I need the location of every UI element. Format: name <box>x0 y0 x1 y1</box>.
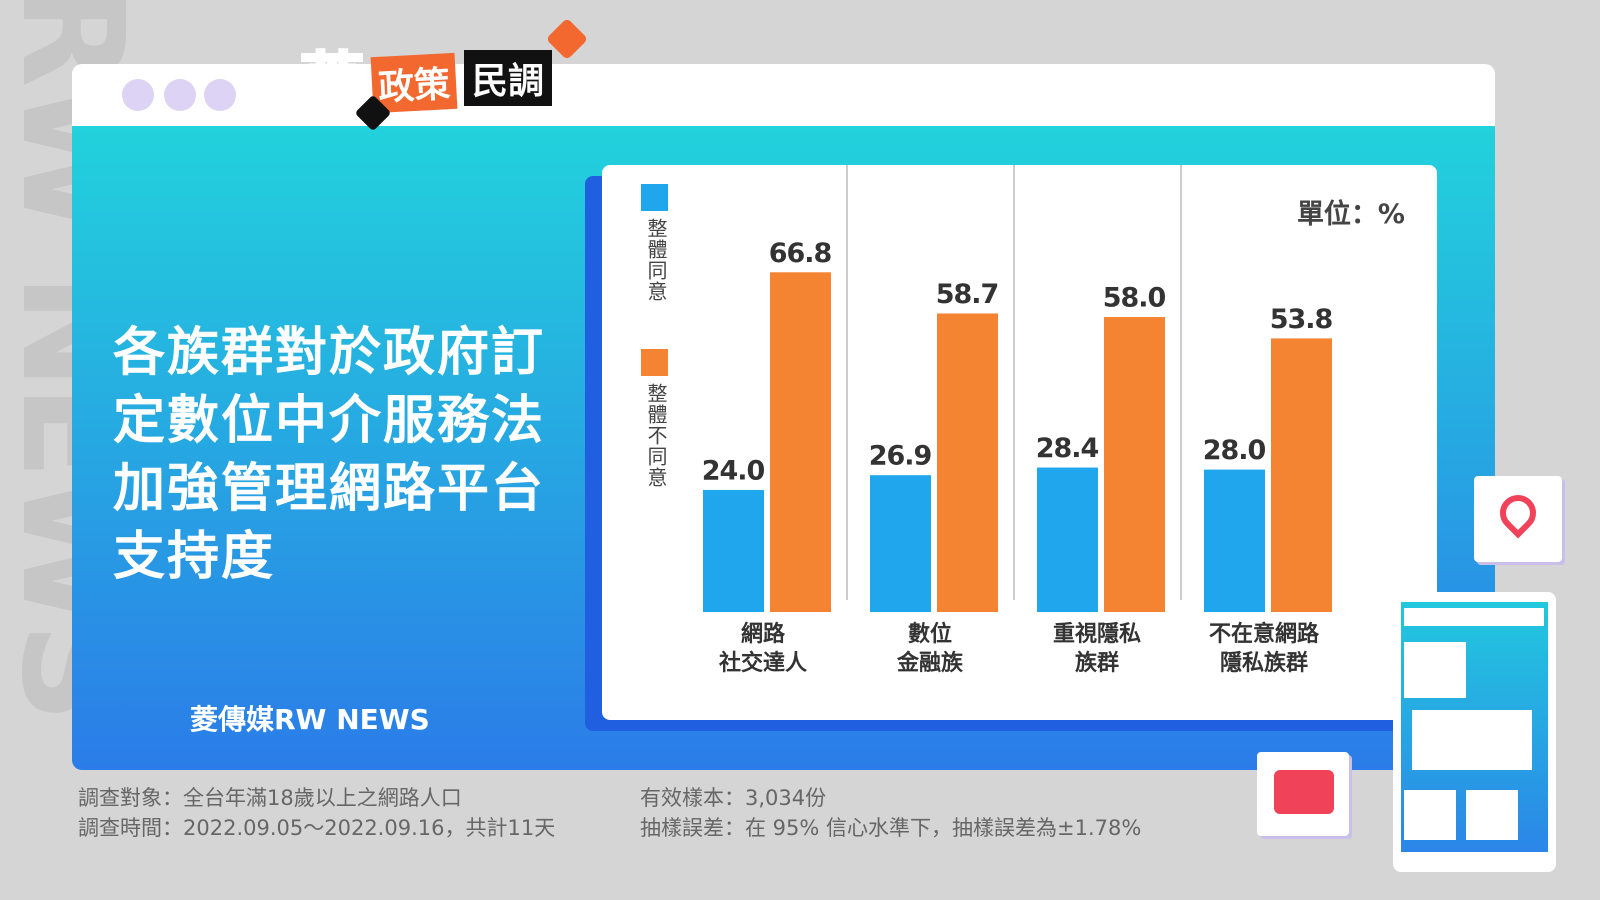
bar <box>870 475 931 612</box>
tile <box>1404 790 1456 840</box>
dot <box>204 79 236 111</box>
x-tick-label: 數位 金融族 <box>896 622 963 676</box>
image-card <box>1412 710 1532 770</box>
x-tick-label: 重視隱私 族群 <box>1052 622 1141 676</box>
play-icon <box>1274 770 1334 814</box>
note: 有效樣本：3,034份 <box>640 786 827 810</box>
avatar-card <box>1404 642 1466 698</box>
note: 抽樣誤差：在 95% 信心水準下，抽樣誤差為±1.78% <box>640 816 1142 840</box>
brand: 菱 <box>299 46 366 123</box>
dot <box>164 79 196 111</box>
legend-label: 整體同意 <box>644 218 668 302</box>
bar <box>937 313 998 612</box>
title: 定數位中介服務法 <box>113 391 546 451</box>
value-label: 28.0 <box>1203 435 1266 466</box>
bar <box>1104 317 1165 612</box>
value-label: 28.4 <box>1036 433 1099 464</box>
tile <box>1466 790 1518 840</box>
bar <box>703 489 764 612</box>
note: 調查對象：全台年滿18歲以上之網路人口 <box>78 786 462 810</box>
bar <box>770 272 831 612</box>
logo: 菱傳媒RW NEWS <box>190 703 430 736</box>
value-label: 26.9 <box>869 441 932 472</box>
bar <box>1271 338 1332 612</box>
window-bar <box>72 64 1495 126</box>
phone-row <box>1404 608 1544 626</box>
note: 調查時間：2022.09.05～2022.09.16，共計11天 <box>78 816 556 840</box>
title: 各族群對於政府訂 <box>113 323 546 383</box>
title: 支持度 <box>113 527 276 587</box>
bar <box>1037 467 1098 612</box>
x-tick-label: 不在意網路 隱私族群 <box>1208 622 1319 676</box>
value-label: 58.7 <box>936 279 999 310</box>
value-label: 53.8 <box>1270 304 1333 335</box>
x-tick-label: 網路 社交達人 <box>718 622 807 676</box>
map-card <box>1474 476 1562 562</box>
legend-swatch <box>641 349 668 376</box>
bar <box>1204 469 1265 612</box>
value-label: 66.8 <box>769 238 832 269</box>
legend-label: 整體不同意 <box>644 383 668 488</box>
dot <box>122 79 154 111</box>
value-label: 24.0 <box>702 455 765 486</box>
value-label: 58.0 <box>1103 283 1166 314</box>
title: 加強管理網路平台 <box>113 459 546 519</box>
unit: 單位：% <box>1296 199 1405 230</box>
tag: 民調 <box>464 50 553 106</box>
legend-swatch <box>641 184 668 211</box>
